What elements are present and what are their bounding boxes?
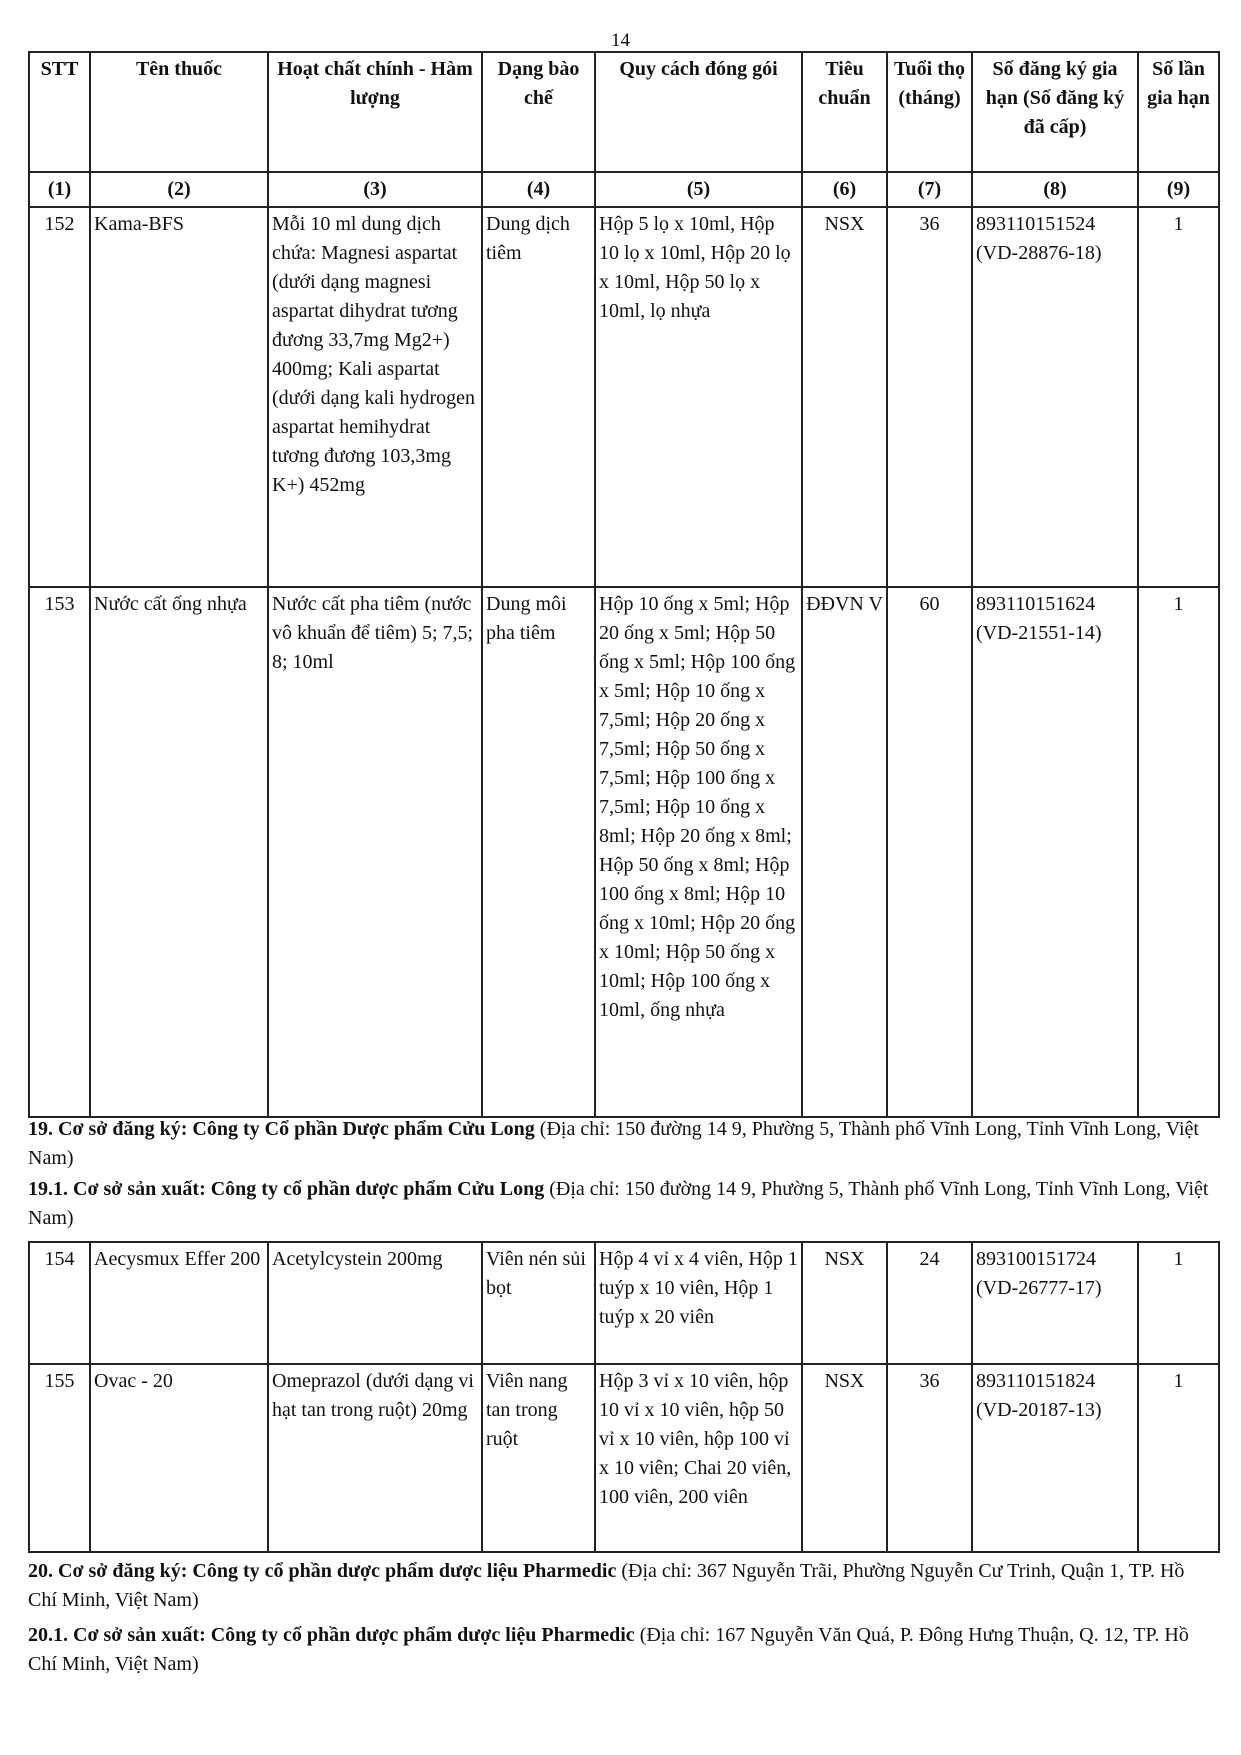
- column-number: (1): [28, 171, 91, 208]
- table-cell: Mỗi 10 ml dung dịch chứa: Magnesi aspart…: [267, 206, 483, 588]
- table-cell: 152: [28, 206, 91, 588]
- column-number: (7): [886, 171, 973, 208]
- section-19-1: 19.1. Cơ sở sản xuất: Công ty cổ phần dư…: [28, 1178, 1209, 1229]
- column-header: Hoạt chất chính - Hàm lượng: [267, 51, 483, 173]
- column-number: (8): [971, 171, 1139, 208]
- drug-table-1: STT Tên thuốc Hoạt chất chính - Hàm lượng D…: [28, 51, 1220, 1118]
- section-20: 20. Cơ sở đăng ký: Công ty cổ phần dược …: [28, 1560, 1185, 1611]
- table-cell: 155: [28, 1363, 91, 1553]
- table-cell: 60: [886, 586, 973, 1118]
- section-20-1: 20.1. Cơ sở sản xuất: Công ty cổ phần dư…: [28, 1624, 1189, 1675]
- column-number-row: (1) (2) (3) (4) (5) (6) (7) (8) (9): [28, 171, 1220, 208]
- table-cell: NSX: [801, 1363, 888, 1553]
- section-19: 19. Cơ sở đăng ký: Công ty Cổ phần Dược …: [28, 1118, 1199, 1169]
- column-number: (5): [594, 171, 803, 208]
- table-row: 152 Kama-BFS Mỗi 10 ml dung dịch chứa: Mag…: [28, 206, 1220, 588]
- column-header: STT: [28, 51, 91, 173]
- table-cell: 893110151624 (VD-21551-14): [971, 586, 1139, 1118]
- table-row: 155 Ovac - 20 Omeprazol (dưới dạng vi hạt …: [28, 1363, 1220, 1553]
- table-cell: 153: [28, 586, 91, 1118]
- table-cell: Nước cất pha tiêm (nước vô khuẩn để tiêm…: [267, 586, 483, 1118]
- table-cell: Viên nang tan trong ruột: [481, 1363, 596, 1553]
- table-cell: 893100151724 (VD-26777-17): [971, 1241, 1139, 1365]
- table-cell: 1: [1137, 1241, 1220, 1365]
- table-cell: Dung môi pha tiêm: [481, 586, 596, 1118]
- table-cell: 893110151524 (VD-28876-18): [971, 206, 1139, 588]
- table-cell: ĐĐVN V: [801, 586, 888, 1118]
- table-cell: Dung dịch tiêm: [481, 206, 596, 588]
- column-number: (9): [1137, 171, 1220, 208]
- table-cell: Viên nén sủi bọt: [481, 1241, 596, 1365]
- table-cell: Aecysmux Effer 200: [89, 1241, 269, 1365]
- table-cell: Hộp 3 vỉ x 10 viên, hộp 10 vỉ x 10 viên,…: [594, 1363, 803, 1553]
- table-cell: Kama-BFS: [89, 206, 269, 588]
- column-header: Tuổi thọ (tháng): [886, 51, 973, 173]
- table-cell: 36: [886, 206, 973, 588]
- table-cell: Hộp 4 vỉ x 4 viên, Hộp 1 tuýp x 10 viên,…: [594, 1241, 803, 1365]
- table-row: 154 Aecysmux Effer 200 Acetylcystein 200mg…: [28, 1241, 1220, 1365]
- column-number: (3): [267, 171, 483, 208]
- column-header: Dạng bào chế: [481, 51, 596, 173]
- table-cell: Omeprazol (dưới dạng vi hạt tan trong ru…: [267, 1363, 483, 1553]
- table-cell: Ovac - 20: [89, 1363, 269, 1553]
- column-number: (6): [801, 171, 888, 208]
- column-header: Số lần gia hạn: [1137, 51, 1220, 173]
- column-header: Số đăng ký gia hạn (Số đăng ký đã cấp): [971, 51, 1139, 173]
- column-header: Tên thuốc: [89, 51, 269, 173]
- drug-table-2: 154 Aecysmux Effer 200 Acetylcystein 200mg…: [28, 1241, 1220, 1553]
- table-row: 153 Nước cất ống nhựa Nước cất pha tiêm (n…: [28, 586, 1220, 1118]
- column-number: (4): [481, 171, 596, 208]
- table-cell: Hộp 10 ống x 5ml; Hộp 20 ống x 5ml; Hộp …: [594, 586, 803, 1118]
- column-number: (2): [89, 171, 269, 208]
- table-cell: NSX: [801, 206, 888, 588]
- table-cell: NSX: [801, 1241, 888, 1365]
- table-cell: 1: [1137, 586, 1220, 1118]
- table-cell: 154: [28, 1241, 91, 1365]
- table-cell: 893110151824 (VD-20187-13): [971, 1363, 1139, 1553]
- table-cell: Hộp 5 lọ x 10ml, Hộp 10 lọ x 10ml, Hộp 2…: [594, 206, 803, 588]
- table-cell: 36: [886, 1363, 973, 1553]
- page-number: 14: [611, 30, 630, 51]
- table-cell: 1: [1137, 1363, 1220, 1553]
- column-header: Quy cách đóng gói: [594, 51, 803, 173]
- table-cell: 24: [886, 1241, 973, 1365]
- table-cell: Acetylcystein 200mg: [267, 1241, 483, 1365]
- column-header: Tiêu chuẩn: [801, 51, 888, 173]
- header-row: STT Tên thuốc Hoạt chất chính - Hàm lượng D…: [28, 51, 1220, 173]
- table-cell: 1: [1137, 206, 1220, 588]
- table-cell: Nước cất ống nhựa: [89, 586, 269, 1118]
